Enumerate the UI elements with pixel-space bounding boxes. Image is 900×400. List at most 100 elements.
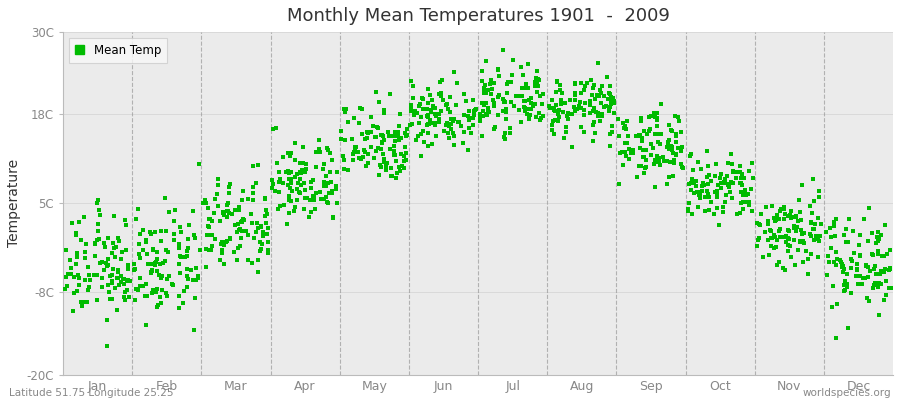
Point xyxy=(403,78,418,84)
Point xyxy=(878,278,893,284)
Point xyxy=(132,251,147,258)
Point xyxy=(580,80,595,86)
Point xyxy=(375,138,390,145)
Point xyxy=(650,117,664,123)
Point xyxy=(111,274,125,281)
Point xyxy=(734,189,749,195)
Point xyxy=(90,272,104,278)
Point xyxy=(499,106,513,112)
Point xyxy=(622,146,636,152)
Point xyxy=(246,162,260,169)
Point xyxy=(329,200,344,206)
Point xyxy=(805,210,819,217)
Point xyxy=(145,268,159,274)
Point xyxy=(270,160,284,166)
Point xyxy=(724,160,739,167)
Point xyxy=(469,105,483,112)
Point xyxy=(603,94,617,100)
Point xyxy=(132,283,147,290)
Point xyxy=(643,126,657,132)
Point xyxy=(201,223,215,230)
Point xyxy=(64,270,78,277)
Point xyxy=(804,219,818,225)
Point xyxy=(58,247,73,253)
Point xyxy=(436,76,450,83)
Point xyxy=(852,232,867,238)
Point xyxy=(416,106,430,112)
Point xyxy=(708,161,723,167)
Point xyxy=(149,248,164,255)
Point xyxy=(130,287,145,293)
Point xyxy=(156,260,170,266)
Point xyxy=(561,110,575,116)
Point xyxy=(801,271,815,277)
Point xyxy=(745,208,760,214)
Point xyxy=(138,293,152,299)
Point xyxy=(68,231,83,238)
Point xyxy=(687,189,701,196)
Point xyxy=(220,214,234,220)
Point xyxy=(586,138,600,144)
Point xyxy=(665,150,680,156)
Point xyxy=(644,113,659,119)
Point xyxy=(504,79,518,85)
Point xyxy=(392,168,407,174)
Point xyxy=(524,106,538,112)
Point xyxy=(722,184,736,190)
Point xyxy=(466,122,481,128)
Point xyxy=(462,117,476,123)
Point xyxy=(382,129,396,135)
Point xyxy=(669,138,683,145)
Point xyxy=(443,109,457,115)
Point xyxy=(532,110,546,116)
Point xyxy=(782,242,796,249)
Point xyxy=(700,174,715,180)
Point xyxy=(491,72,506,79)
Point xyxy=(420,121,435,127)
Point xyxy=(288,157,302,164)
Point xyxy=(481,104,495,111)
Point xyxy=(865,230,879,236)
Point xyxy=(247,234,261,241)
Point xyxy=(549,102,563,108)
Point xyxy=(648,184,662,190)
Point xyxy=(736,192,751,198)
Point xyxy=(681,181,696,187)
Point xyxy=(312,188,327,195)
Point xyxy=(197,197,211,203)
Point xyxy=(135,226,149,233)
Point xyxy=(360,128,374,135)
Point xyxy=(589,109,603,115)
Point xyxy=(161,249,176,255)
Point xyxy=(154,300,168,306)
Point xyxy=(426,103,440,110)
Point xyxy=(250,269,265,275)
Point xyxy=(593,118,608,124)
Point xyxy=(421,111,436,118)
Point xyxy=(533,116,547,123)
Point xyxy=(284,150,298,156)
Point xyxy=(69,254,84,261)
Point xyxy=(640,131,654,137)
Point xyxy=(652,161,667,168)
Point xyxy=(389,175,403,181)
Point xyxy=(324,156,338,163)
Point xyxy=(307,197,321,204)
Point xyxy=(107,213,122,220)
Point xyxy=(751,237,765,243)
Point xyxy=(422,92,436,98)
Point xyxy=(282,197,296,203)
Point xyxy=(128,297,142,304)
Point xyxy=(103,295,117,302)
Point xyxy=(317,182,331,188)
Point xyxy=(400,126,414,132)
Point xyxy=(574,104,589,111)
Point xyxy=(304,185,319,191)
Point xyxy=(395,163,410,169)
Point xyxy=(68,261,83,267)
Point xyxy=(830,256,844,262)
Point xyxy=(545,118,560,124)
Point xyxy=(821,253,835,259)
Point xyxy=(542,103,556,109)
Point xyxy=(737,174,751,181)
